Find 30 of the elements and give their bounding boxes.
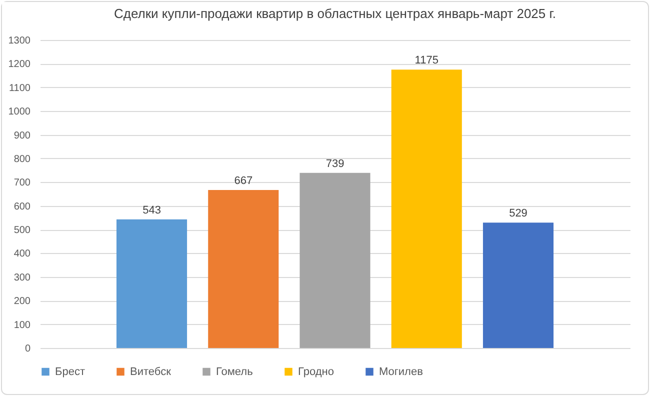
y-tick-label: 1100 <box>8 82 31 94</box>
y-tick-label: 600 <box>14 201 31 212</box>
data-label: 739 <box>326 158 344 170</box>
y-tick-label: 700 <box>14 178 31 189</box>
legend-label: Брест <box>55 366 85 378</box>
y-tick-label: 800 <box>14 154 31 165</box>
data-label: 529 <box>509 208 528 220</box>
y-tick-label: 200 <box>14 296 31 308</box>
y-tick-label: 1000 <box>8 106 31 118</box>
y-tick-label: 500 <box>14 225 31 236</box>
data-label: 1175 <box>414 54 438 67</box>
bar <box>116 219 188 348</box>
bar <box>482 222 554 348</box>
bar <box>391 70 462 348</box>
bar <box>208 190 279 348</box>
legend-label: Гродно <box>298 366 334 378</box>
legend-label: Могилев <box>379 366 424 378</box>
y-tick-label: 900 <box>14 130 31 142</box>
y-tick-label: 0 <box>24 344 31 354</box>
y-tick-label: 100 <box>14 320 31 331</box>
data-label: 543 <box>142 204 161 216</box>
y-tick-label: 300 <box>14 272 31 284</box>
data-label: 667 <box>234 174 253 187</box>
y-tick-label: 400 <box>14 248 31 260</box>
bar <box>300 172 370 348</box>
legend-label: Витебск <box>130 366 172 378</box>
y-tick-label: 1200 <box>8 59 31 70</box>
y-tick-label: 1300 <box>8 36 31 46</box>
chart-title: Сделки купли-продажи квартир в областных центрах январь-март 2025 г. <box>114 6 556 21</box>
legend-label: Гомель <box>216 366 254 378</box>
